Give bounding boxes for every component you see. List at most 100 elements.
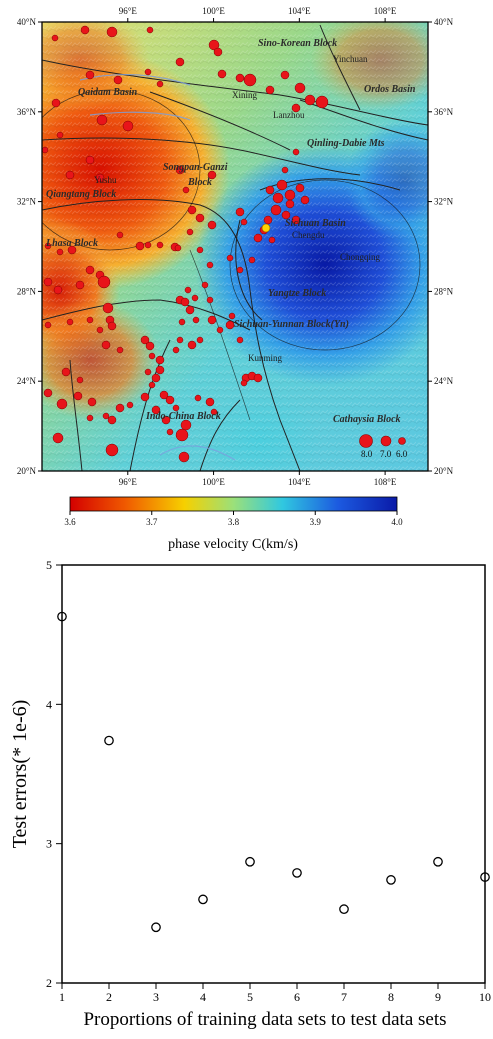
colorbar-tick-label: 3.8	[228, 517, 240, 527]
earthquake-marker	[187, 205, 197, 215]
city-label: Yushu	[94, 175, 117, 185]
earthquake-marker	[96, 114, 108, 126]
earthquake-marker	[207, 170, 217, 180]
earthquake-marker	[304, 94, 316, 106]
city-label: Chongqing	[340, 252, 381, 262]
earthquake-marker	[161, 415, 171, 425]
region-label: Cathaysia Block	[333, 414, 401, 425]
earthquake-marker	[61, 367, 71, 377]
earthquake-marker	[235, 207, 245, 217]
earthquake-marker	[87, 397, 97, 407]
map-y-tick-label: 20°N	[17, 466, 37, 476]
map-x-tick-label: 104°E	[288, 6, 311, 16]
region-label: Sichuan-Yunnan Block(Yn)	[234, 319, 349, 330]
map-x-tick-label: 100°E	[202, 6, 225, 16]
y-tick-label: 2	[46, 976, 52, 990]
block-boundaries	[42, 24, 428, 471]
y-axis-label: Test errors(* 1e-6)	[9, 700, 31, 849]
earthquake-marker	[295, 183, 305, 193]
x-tick-label: 6	[294, 990, 300, 1004]
earthquake-marker	[105, 443, 119, 457]
map-y-tick-label: 40°N	[17, 17, 37, 27]
map-x-tick-label: 108°E	[374, 6, 397, 16]
earthquake-marker	[75, 280, 85, 290]
earthquake-marker	[284, 189, 296, 201]
region-label: Qiangtang Block	[46, 189, 116, 200]
earthquake-marker	[268, 236, 276, 244]
map-y-tick-label: 28°N	[17, 286, 37, 296]
x-tick-label: 5	[247, 990, 253, 1004]
earthquake-marker	[107, 415, 117, 425]
region-label: Qaidam Basin	[78, 87, 138, 98]
x-tick-label: 3	[153, 990, 159, 1004]
plot-frame	[61, 564, 486, 984]
x-tick-label: 8	[388, 990, 394, 1004]
earthquake-marker	[240, 218, 248, 226]
earthquake-marker	[85, 265, 95, 275]
earthquake-marker	[187, 340, 197, 350]
earthquake-marker	[113, 75, 123, 85]
earthquake-marker	[95, 173, 105, 183]
city-label: Yinchuan	[333, 54, 368, 64]
phase-velocity-map-panel: Sino-Korean Block Qaidam Basin Ordos Bas…	[17, 6, 454, 552]
region-label: Ordos Basin	[364, 84, 416, 95]
scatter-point	[198, 894, 208, 905]
earthquake-marker	[172, 346, 180, 354]
scatter-point	[480, 872, 490, 882]
earthquake-marker	[155, 355, 165, 365]
earthquake-marker	[191, 294, 199, 302]
scatter-point	[245, 856, 255, 867]
earthquake-marker	[56, 248, 64, 256]
earthquake-marker	[165, 395, 175, 405]
earthquake-marker	[43, 388, 53, 398]
earthquake-marker	[102, 412, 110, 420]
earthquake-marker	[148, 352, 156, 360]
scatter-point	[386, 875, 396, 885]
earthquake-marker	[201, 281, 209, 289]
earthquake-marker	[182, 186, 190, 194]
earthquake-marker	[291, 215, 301, 225]
earthquake-marker	[156, 241, 164, 249]
earthquake-marker	[56, 398, 68, 410]
earthquake-marker	[176, 336, 184, 344]
velocity-contours	[42, 89, 421, 421]
map-x-tick-label: 100°E	[202, 477, 225, 487]
earthquake-marker	[178, 451, 190, 463]
region-label: Sino-Korean Block	[258, 38, 337, 49]
colorbar-label: phase velocity C(km/s)	[168, 537, 298, 552]
earthquake-marker	[185, 305, 195, 315]
earthquake-marker	[186, 228, 194, 236]
map-y-tick-label: 20°N	[434, 466, 454, 476]
earthquake-marker	[107, 321, 117, 331]
scatter-point	[292, 868, 302, 878]
scatter-point	[151, 922, 161, 933]
region-labels: Sino-Korean Block Qaidam Basin Ordos Bas…	[45, 38, 416, 425]
earthquake-marker	[210, 408, 218, 416]
earthquake-marker	[76, 376, 84, 384]
x-tick-label: 7	[341, 990, 347, 1004]
earthquake-marker	[172, 404, 180, 412]
earthquake-marker	[272, 192, 284, 204]
earthquake-marker	[196, 336, 204, 344]
earthquake-marker	[196, 246, 204, 254]
earthquake-marker	[155, 365, 165, 375]
map-y-tick-label: 32°N	[434, 197, 454, 207]
map-y-tick-label: 40°N	[434, 17, 454, 27]
colorbar-tick-label: 3.7	[146, 517, 158, 527]
earthquake-marker	[175, 57, 185, 67]
earthquake-marker	[194, 394, 202, 402]
map-y-tick-label: 36°N	[434, 107, 454, 117]
earthquake-marker	[66, 318, 74, 326]
earthquake-marker	[86, 316, 94, 324]
magnitude-legend-marker	[359, 434, 373, 448]
earthquake-marker	[281, 210, 291, 220]
earthquake-marker	[44, 242, 52, 250]
earthquake-marker	[291, 103, 301, 113]
earthquake-marker	[140, 392, 150, 402]
city-labels: Yinchuan Xining Lanzhou Chengdu Chongqin…	[94, 54, 381, 363]
earthquake-marker	[195, 213, 205, 223]
earthquake-marker	[135, 241, 145, 251]
magnitude-legend-marker	[398, 437, 406, 445]
earthquake-marker	[253, 373, 263, 383]
